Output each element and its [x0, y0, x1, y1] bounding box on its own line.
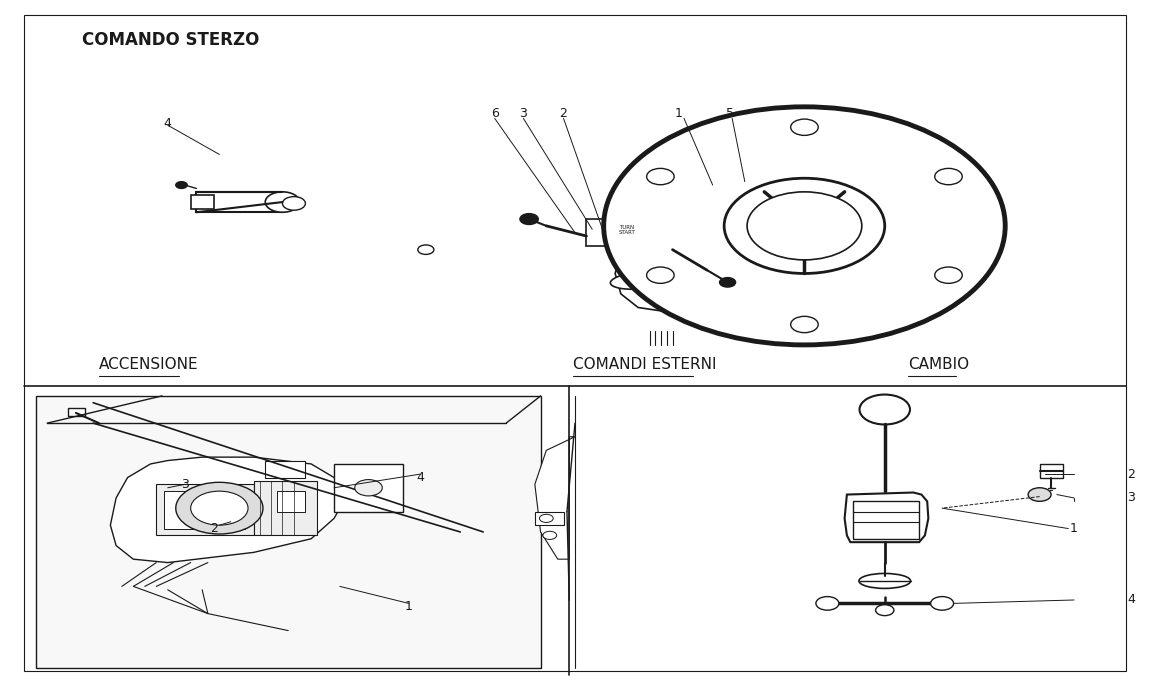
Bar: [1040, 464, 1063, 477]
Bar: [36, 396, 540, 668]
Bar: [852, 501, 919, 539]
Polygon shape: [615, 226, 678, 311]
Circle shape: [354, 479, 382, 496]
Circle shape: [646, 169, 674, 184]
Polygon shape: [110, 457, 345, 563]
Circle shape: [791, 119, 818, 135]
Text: ACCENSIONE: ACCENSIONE: [99, 357, 199, 372]
Polygon shape: [535, 436, 575, 559]
Polygon shape: [844, 492, 928, 542]
Circle shape: [266, 192, 300, 212]
Bar: [535, 512, 564, 525]
Circle shape: [604, 107, 1005, 345]
Circle shape: [176, 482, 263, 534]
Text: 2: 2: [209, 522, 217, 535]
Circle shape: [283, 197, 306, 210]
Text: COMANDO STERZO: COMANDO STERZO: [82, 31, 259, 49]
Text: 6: 6: [491, 107, 499, 120]
Text: 3: 3: [1127, 492, 1135, 505]
Circle shape: [417, 245, 434, 255]
Circle shape: [1028, 488, 1051, 501]
Circle shape: [520, 214, 538, 225]
Text: 2: 2: [560, 107, 567, 120]
Text: 1: 1: [674, 107, 682, 120]
Text: 4: 4: [163, 117, 171, 130]
Circle shape: [720, 277, 736, 287]
Circle shape: [646, 267, 674, 283]
Bar: [164, 491, 245, 529]
Text: TURN
START: TURN START: [619, 225, 635, 236]
Text: 4: 4: [1127, 594, 1135, 607]
Circle shape: [875, 604, 894, 615]
Circle shape: [930, 596, 953, 610]
Circle shape: [815, 596, 838, 610]
Bar: [191, 195, 214, 209]
Text: 2: 2: [1127, 468, 1135, 481]
Bar: [277, 491, 306, 512]
Circle shape: [191, 491, 248, 525]
Ellipse shape: [619, 251, 681, 269]
Text: CAMBIO: CAMBIO: [907, 357, 968, 372]
Circle shape: [748, 192, 861, 260]
Text: 3: 3: [181, 478, 189, 491]
Bar: [68, 408, 85, 417]
Circle shape: [543, 531, 557, 540]
Text: 1: 1: [405, 600, 413, 613]
Bar: [335, 464, 402, 512]
Circle shape: [539, 514, 553, 522]
Bar: [254, 481, 317, 535]
Circle shape: [176, 182, 187, 189]
Ellipse shape: [611, 271, 673, 290]
Text: 4: 4: [416, 471, 424, 484]
Bar: [156, 484, 254, 535]
Circle shape: [791, 316, 818, 333]
Circle shape: [935, 169, 963, 184]
Bar: [197, 192, 283, 212]
Bar: [586, 219, 667, 247]
Ellipse shape: [859, 574, 911, 589]
Circle shape: [935, 267, 963, 283]
Text: 1: 1: [1071, 522, 1078, 535]
Text: 5: 5: [726, 107, 734, 120]
Text: 3: 3: [520, 107, 528, 120]
Text: COMANDI ESTERNI: COMANDI ESTERNI: [573, 357, 716, 372]
Circle shape: [724, 178, 884, 273]
Bar: [266, 460, 306, 477]
Circle shape: [859, 395, 910, 425]
